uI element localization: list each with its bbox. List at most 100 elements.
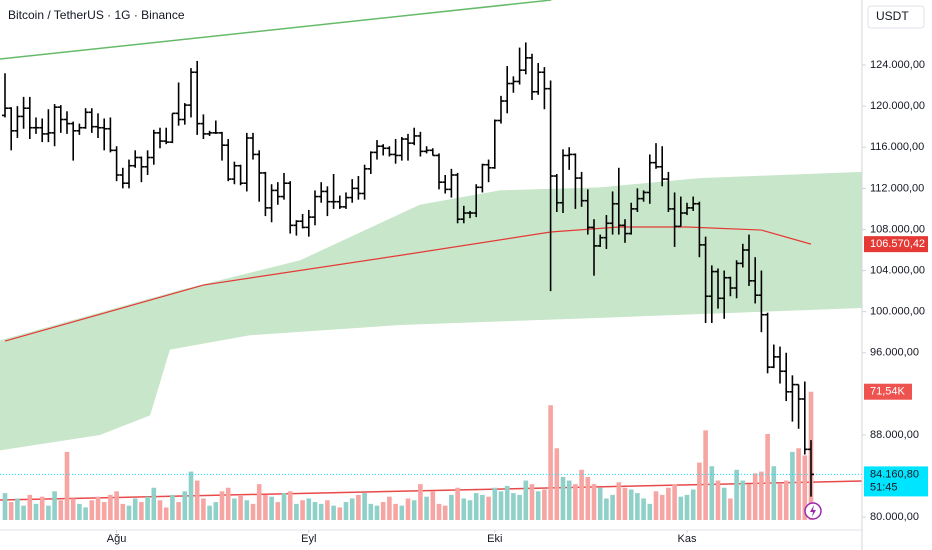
volume-bar bbox=[306, 498, 312, 520]
volume-bar bbox=[70, 498, 76, 520]
volume-bar bbox=[697, 462, 702, 520]
volume-bar bbox=[58, 500, 64, 520]
volume-bar bbox=[163, 507, 169, 520]
countdown-label: 51:45 bbox=[870, 481, 898, 493]
volume-bar bbox=[95, 496, 101, 520]
volume-bar bbox=[659, 494, 665, 520]
last-price-box bbox=[864, 466, 928, 497]
volume-bar bbox=[672, 484, 677, 520]
y-tick-label: 108.000,00 bbox=[870, 223, 925, 235]
chart-title: Bitcoin / TetherUS · 1G · Binance bbox=[8, 8, 185, 22]
volume-bar bbox=[312, 502, 318, 520]
volume-bar bbox=[647, 503, 653, 520]
x-tick-label: Eyl bbox=[301, 533, 316, 545]
x-tick-label: Kas bbox=[678, 533, 697, 545]
volume-bar bbox=[511, 493, 516, 520]
volume-bar bbox=[182, 491, 188, 520]
volume-bar bbox=[89, 500, 95, 520]
moving-average bbox=[4, 226, 812, 342]
volume-bar bbox=[480, 494, 485, 520]
volume-bar bbox=[610, 494, 615, 520]
ma-label-box bbox=[864, 236, 928, 253]
volume-bar bbox=[238, 494, 243, 520]
volume-bar bbox=[492, 487, 498, 520]
volume-bar bbox=[349, 498, 355, 520]
volume-bar bbox=[269, 496, 274, 520]
volume-bar bbox=[393, 503, 398, 520]
volume-bar bbox=[368, 503, 374, 520]
volume-bar bbox=[33, 503, 39, 520]
volume-bar bbox=[207, 505, 212, 520]
plot-area bbox=[0, 0, 862, 520]
volume-bar bbox=[201, 498, 206, 520]
volume-bar bbox=[579, 469, 584, 520]
volume-bar bbox=[157, 500, 163, 520]
volume-bar bbox=[566, 480, 572, 520]
volume-bar bbox=[356, 494, 361, 520]
trend-line bbox=[0, 0, 552, 60]
volume-bar bbox=[374, 505, 380, 520]
volume-bar bbox=[746, 484, 752, 520]
alert-bolt[interactable] bbox=[810, 505, 816, 517]
alert-icon[interactable] bbox=[804, 502, 822, 520]
volume-label-box bbox=[864, 383, 912, 400]
volume-bar bbox=[170, 494, 175, 520]
volume-bar bbox=[126, 505, 132, 520]
volume-bar bbox=[542, 489, 547, 520]
volume-bar bbox=[399, 505, 405, 520]
volume-bar bbox=[449, 494, 454, 520]
volume-bar bbox=[139, 502, 144, 520]
volume-bar bbox=[455, 487, 460, 520]
volume-bar bbox=[232, 498, 237, 520]
volume-bar bbox=[703, 430, 708, 520]
volume-bar bbox=[585, 476, 591, 520]
volume-bar bbox=[325, 500, 330, 520]
volume-bar bbox=[39, 496, 45, 520]
volume-bar bbox=[678, 496, 684, 520]
volume-bar bbox=[108, 494, 113, 520]
volume-bar bbox=[15, 498, 20, 520]
volume-bar bbox=[188, 471, 194, 520]
volume-bar bbox=[740, 480, 746, 520]
volume-bar bbox=[771, 466, 777, 520]
volume-bar bbox=[362, 493, 367, 520]
volume-bar bbox=[504, 485, 510, 520]
ma-label: 106.570,42 bbox=[870, 238, 925, 250]
volume-bar bbox=[783, 480, 789, 520]
volume-label: 71,54K bbox=[870, 386, 906, 398]
volume-bar bbox=[548, 405, 553, 520]
volume-bar bbox=[145, 496, 150, 520]
volume-bar bbox=[790, 451, 795, 520]
volume-bar bbox=[77, 503, 82, 520]
volume-bar bbox=[405, 498, 411, 520]
volume-bar bbox=[331, 505, 336, 520]
volume-bar bbox=[628, 489, 634, 520]
volume-bar bbox=[132, 498, 138, 520]
volume-bar bbox=[52, 491, 57, 520]
volume-bar bbox=[666, 487, 671, 520]
volume-bar bbox=[194, 480, 200, 520]
volume-bar bbox=[467, 500, 473, 520]
volume-bar bbox=[690, 489, 696, 520]
currency[interactable]: USDT bbox=[876, 9, 909, 23]
volume-bar bbox=[734, 469, 739, 520]
volume-bar bbox=[622, 487, 628, 520]
volume-bar bbox=[151, 487, 157, 520]
volume-bar bbox=[535, 491, 541, 520]
volume-bar bbox=[176, 502, 181, 520]
volume-bar bbox=[424, 496, 429, 520]
volume-bar bbox=[411, 500, 417, 520]
volume-bar bbox=[213, 502, 219, 520]
currency-box[interactable] bbox=[867, 5, 925, 29]
volume-bar bbox=[752, 473, 758, 520]
volume-bar bbox=[219, 491, 225, 520]
volume-bar bbox=[114, 491, 119, 520]
volume-bar bbox=[2, 493, 8, 520]
volume-bar bbox=[27, 494, 33, 520]
volume-bar bbox=[498, 491, 504, 520]
volume-bar bbox=[715, 480, 721, 520]
volume-bar bbox=[120, 503, 126, 520]
volume-bar bbox=[641, 498, 646, 520]
volume-bar bbox=[442, 505, 448, 520]
